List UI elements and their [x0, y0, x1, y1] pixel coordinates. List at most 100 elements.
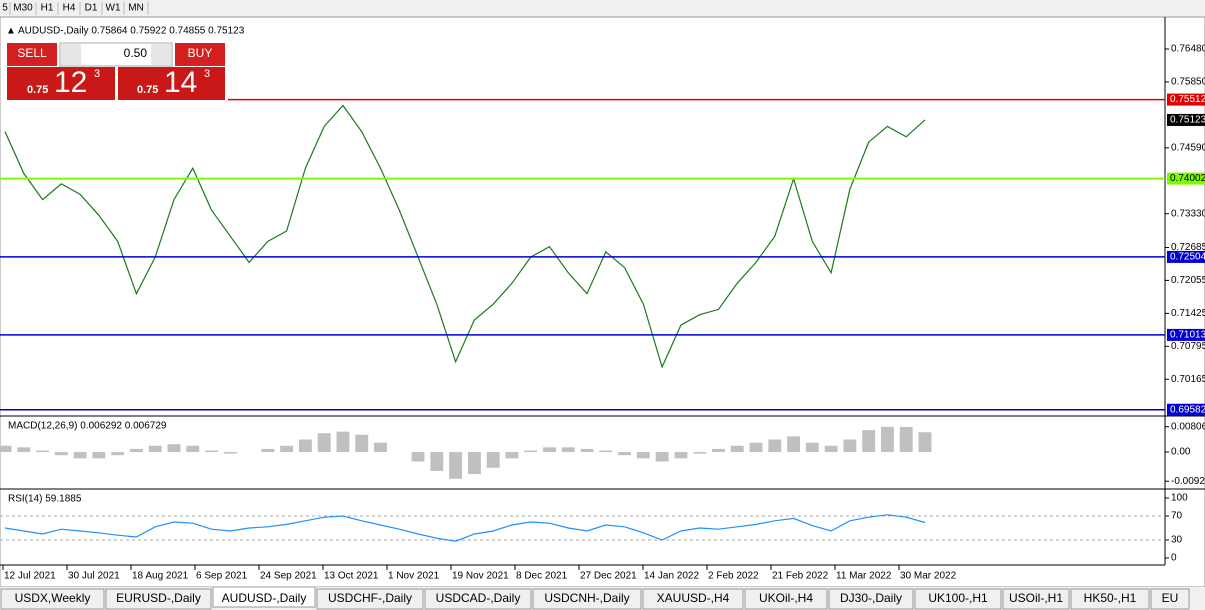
timeframe[interactable]: H4 [63, 3, 76, 14]
macd-bar [129, 448, 143, 453]
timeframe[interactable]: D1 [85, 3, 98, 14]
y-tick-label: 0.75850 [1171, 77, 1205, 88]
tab-label[interactable]: USDCHF-,Daily [328, 591, 412, 605]
macd-bar [92, 452, 106, 459]
macd-bar [186, 445, 200, 453]
macd-bar [430, 452, 444, 471]
y-tick-label: 0.71425 [1171, 308, 1205, 319]
tab[interactable] [105, 588, 212, 610]
x-tick-label: 12 Jul 2021 [4, 571, 56, 582]
macd-bar [843, 439, 857, 453]
tab[interactable] [212, 586, 316, 608]
tab-label[interactable]: EU [1162, 591, 1179, 605]
current-price-box [1167, 113, 1205, 126]
tab-label[interactable]: USDCAD-,Daily [436, 591, 521, 605]
level-label: 0.74002 [1170, 173, 1205, 184]
tab[interactable] [1070, 588, 1150, 610]
tab-label[interactable]: HK50-,H1 [1084, 591, 1137, 605]
macd-bar [0, 445, 12, 453]
x-tick-label: 30 Mar 2022 [900, 571, 957, 582]
timeframe[interactable]: W1 [106, 3, 121, 14]
macd-bar [111, 452, 125, 456]
level-label-box [1167, 403, 1205, 416]
tab-label[interactable]: UKOil-,H4 [759, 591, 813, 605]
x-tick-label: 21 Feb 2022 [772, 571, 829, 582]
tab[interactable] [532, 588, 642, 610]
level-label-box [1167, 250, 1205, 263]
y-tick-label: 0.70165 [1171, 374, 1205, 385]
header: AUDUSD-,Daily 0.75864 0.75922 0.74855 0.… [18, 26, 245, 37]
tab[interactable] [914, 588, 1002, 610]
tab-label[interactable]: UK100-,H1 [928, 591, 988, 605]
macd-bar [580, 448, 594, 453]
macd-bar [862, 430, 876, 453]
tab-label[interactable]: AUDUSD-,Daily [222, 591, 307, 605]
tab-label[interactable]: DJ30-,Daily [840, 591, 902, 605]
y-tick-label: 30 [1171, 535, 1183, 546]
sell-price-box[interactable] [7, 67, 115, 100]
buy-sup: 3 [204, 68, 210, 80]
macd-bar [618, 452, 632, 456]
lot-box[interactable] [59, 42, 173, 67]
tab[interactable] [316, 588, 424, 610]
lot-up[interactable] [151, 44, 171, 65]
macd-bar [730, 445, 744, 453]
macd-bar [223, 452, 237, 454]
macd-bar [881, 426, 894, 453]
lot-down[interactable] [61, 44, 81, 65]
timeframe[interactable]: M30 [13, 3, 33, 14]
tab[interactable] [424, 588, 532, 610]
tab-label[interactable]: USDX,Weekly [15, 591, 91, 605]
level-label: 0.72504 [1170, 252, 1205, 263]
macd-bar [674, 452, 688, 459]
current-price: 0.75123 [1170, 115, 1205, 126]
level-label: 0.75512 [1170, 94, 1205, 105]
y-tick-label: 0.72685 [1171, 242, 1205, 253]
buy-prefix: 0.75 [137, 84, 158, 96]
tab[interactable] [1002, 588, 1070, 610]
tab[interactable] [0, 588, 105, 610]
tab-label[interactable]: USOil-,H1 [1009, 591, 1063, 605]
timeframe[interactable]: H1 [41, 3, 54, 14]
lot-value[interactable]: 0.50 [124, 46, 148, 60]
buy-price-box[interactable] [118, 67, 225, 100]
tab-label[interactable]: EURUSD-,Daily [116, 591, 201, 605]
level-label-box [1167, 172, 1205, 185]
macd-bar [73, 452, 87, 459]
sell-button[interactable] [7, 43, 57, 66]
toolbar [0, 0, 1205, 17]
macd-bar [712, 448, 725, 453]
buy-button[interactable] [175, 43, 225, 66]
macd-bar [298, 439, 312, 453]
macd-bar [411, 452, 425, 462]
macd-bar [543, 447, 556, 453]
tab[interactable] [1150, 588, 1190, 610]
tab-label[interactable]: USDCNH-,Daily [544, 591, 629, 605]
macd-bar [599, 450, 613, 453]
macd-bar [167, 444, 181, 453]
macd-bar [317, 433, 331, 453]
tab[interactable] [744, 588, 828, 610]
rsi-line [4, 514, 926, 542]
buy-label[interactable]: BUY [188, 46, 213, 60]
sell-label[interactable]: SELL [17, 46, 47, 60]
macd-bar [486, 452, 500, 468]
macd-bar [336, 431, 350, 453]
sell-sup: 3 [94, 68, 100, 80]
macd-bar [805, 442, 819, 453]
macd-bar [655, 452, 669, 462]
timeframe[interactable]: 5 [2, 3, 8, 14]
buy-big: 14 [164, 66, 197, 99]
macd-bar [17, 447, 31, 453]
tab-label[interactable]: XAUUSD-,H4 [657, 591, 730, 605]
price-line [4, 104, 926, 369]
level-label: 0.69582 [1170, 404, 1205, 415]
tab[interactable] [828, 588, 914, 610]
x-tick-label: 19 Nov 2021 [452, 571, 509, 582]
y-tick-label: 0.72055 [1171, 275, 1205, 286]
timeframe[interactable]: MN [128, 3, 144, 14]
tab[interactable] [642, 588, 744, 610]
macd-bar [918, 432, 932, 453]
macd-bar [787, 436, 801, 453]
